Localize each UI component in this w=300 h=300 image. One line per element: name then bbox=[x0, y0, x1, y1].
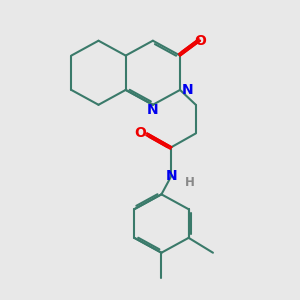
Text: O: O bbox=[194, 34, 206, 48]
Text: N: N bbox=[147, 103, 159, 117]
Text: N: N bbox=[182, 83, 193, 97]
Text: O: O bbox=[134, 126, 146, 140]
Text: N: N bbox=[166, 169, 177, 183]
Text: H: H bbox=[185, 176, 195, 189]
